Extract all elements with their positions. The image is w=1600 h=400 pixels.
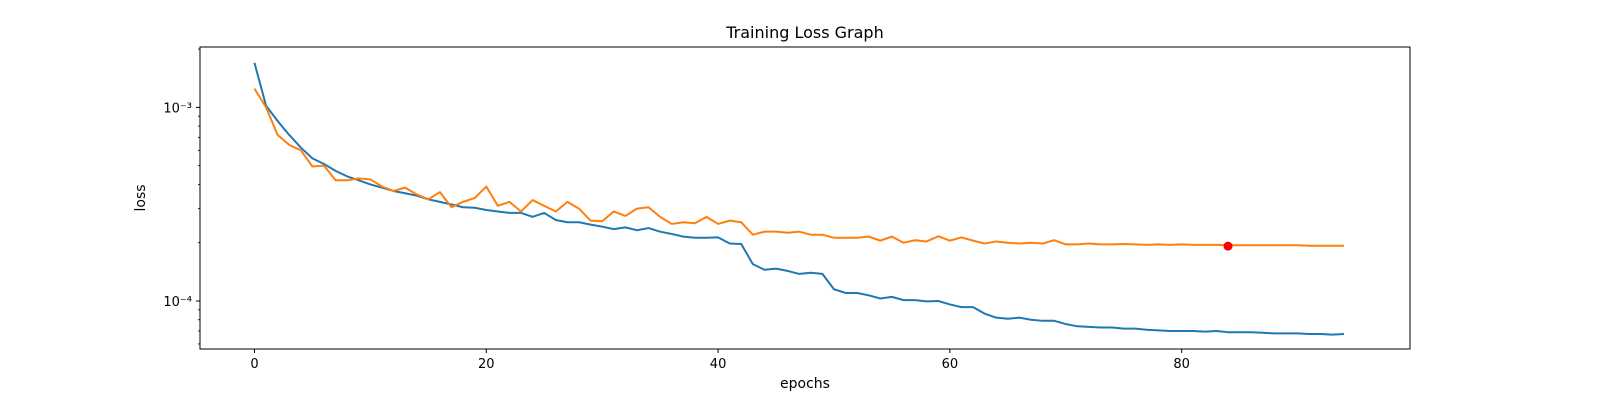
plot-area [253, 62, 1344, 336]
y-tick-label: 10⁻³ [163, 101, 192, 116]
x-tick-label: 0 [250, 357, 258, 372]
y-tick-label: 10⁻⁴ [163, 295, 192, 310]
y-axis-label: loss [133, 184, 149, 211]
x-tick-label: 80 [1173, 357, 1190, 372]
x-tick-label: 60 [942, 357, 959, 372]
plot-frame [199, 46, 1411, 350]
y-axis: 10⁻⁴ 10⁻³ [163, 48, 200, 345]
series-line-1 [253, 62, 1344, 336]
x-axis: 0 20 40 60 80 [250, 349, 1190, 372]
chart-title: Training Loss Graph [725, 23, 883, 42]
x-axis-label: epochs [780, 376, 830, 392]
x-tick-label: 20 [478, 357, 495, 372]
x-tick-label: 40 [710, 357, 727, 372]
series-line-2 [253, 88, 1344, 247]
best-epoch-marker [1223, 241, 1233, 251]
